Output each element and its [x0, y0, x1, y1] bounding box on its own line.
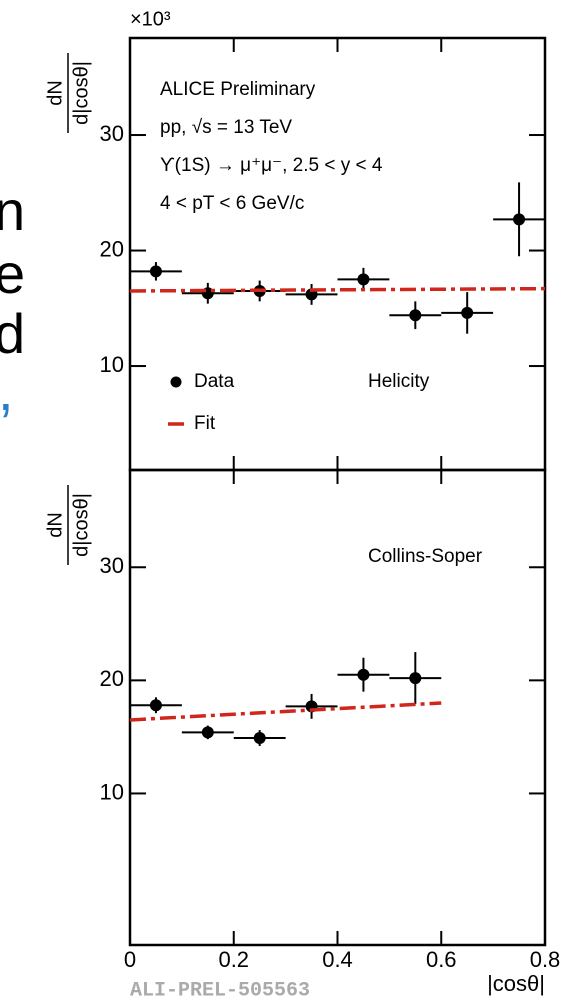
y-tick-label: 30: [100, 553, 124, 578]
side-fragment: e: [0, 242, 25, 305]
y-tick-label: 30: [100, 121, 124, 146]
annotation: ϒ(1S) → μ⁺μ⁻, 2.5 < y < 4: [160, 155, 383, 176]
multiplier: ×10³: [130, 8, 171, 30]
data-point: [357, 668, 370, 681]
annotation: ALICE Preliminary: [160, 79, 316, 100]
data-point: [149, 265, 162, 278]
frame: [128, 468, 547, 947]
legend-swatch: [170, 376, 182, 388]
annotation: 4 < pT < 6 GeV/c: [160, 193, 304, 214]
data-point: [409, 672, 422, 685]
x-tick-label: 0.6: [426, 947, 457, 972]
side-fragment: ,: [0, 359, 14, 422]
legend-label: Fit: [194, 413, 216, 434]
y-tick-label: 10: [100, 779, 124, 804]
footer: ALI-PREL-505563: [130, 979, 310, 1001]
y-label-numerator: dN: [44, 80, 66, 106]
frame: [128, 36, 547, 472]
y-tick-label: 10: [100, 352, 124, 377]
x-tick-label: 0.2: [218, 947, 249, 972]
fit-line: [129, 701, 442, 722]
data-point: [461, 306, 474, 319]
data-point: [409, 309, 422, 322]
side-fragment: d: [0, 302, 25, 365]
data-point: [253, 732, 266, 745]
data-point: [201, 726, 214, 739]
x-label: |cosθ|: [487, 971, 545, 996]
y-label-denominator: d|cosθ|: [70, 493, 92, 557]
panel-label: Helicity: [368, 371, 430, 392]
annotation: pp, √s = 13 TeV: [160, 117, 292, 138]
x-tick-label: 0: [124, 947, 136, 972]
data-point: [513, 213, 526, 226]
y-tick-label: 20: [100, 236, 124, 261]
fit-line: [129, 286, 546, 293]
legend-label: Data: [194, 371, 235, 392]
side-fragment: n: [0, 179, 25, 242]
x-tick-label: 0.4: [322, 947, 353, 972]
data-point: [357, 273, 370, 286]
y-tick-label: 20: [100, 666, 124, 691]
data-point: [149, 699, 162, 712]
x-tick-label: 0.8: [530, 947, 561, 972]
y-label-numerator: dN: [44, 512, 66, 538]
panel-label: Collins-Soper: [368, 546, 483, 567]
y-label-denominator: d|cosθ|: [70, 61, 92, 125]
